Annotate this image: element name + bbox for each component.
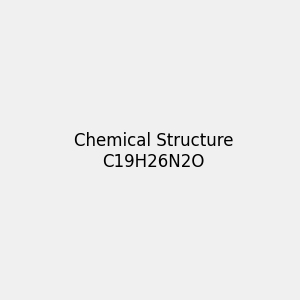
Text: Chemical Structure
C19H26N2O: Chemical Structure C19H26N2O xyxy=(74,132,233,171)
